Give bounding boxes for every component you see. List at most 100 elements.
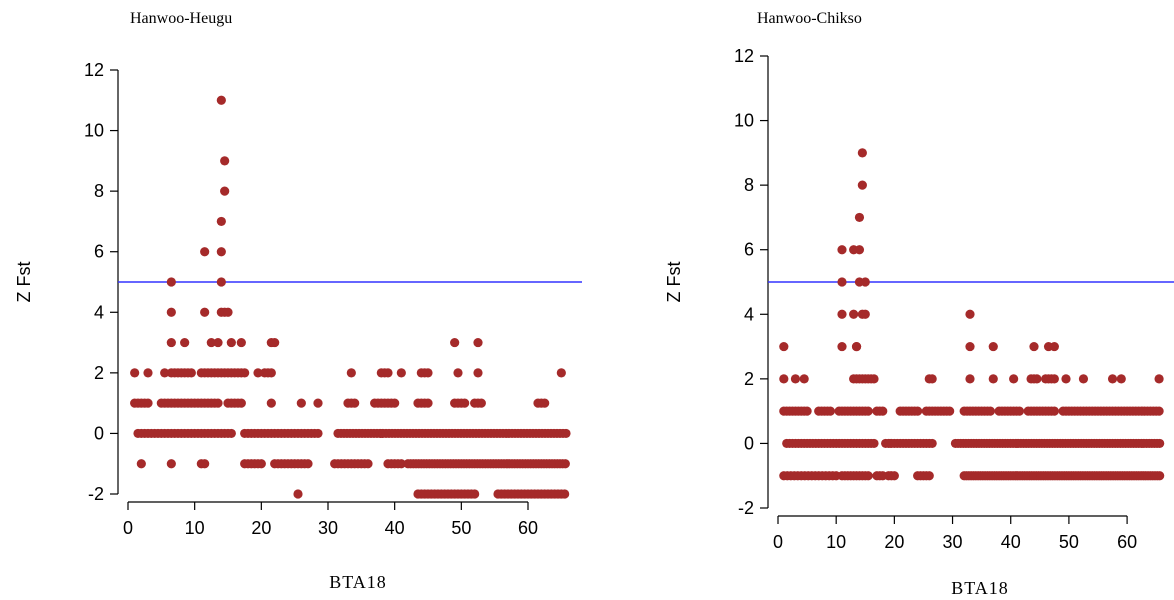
x-tick-label: 30 bbox=[318, 518, 338, 538]
data-point bbox=[473, 368, 483, 378]
y-tick-label: 8 bbox=[94, 181, 104, 201]
data-point bbox=[1014, 406, 1025, 416]
data-point bbox=[143, 398, 153, 408]
data-point bbox=[965, 374, 975, 384]
data-point bbox=[869, 374, 879, 384]
data-point bbox=[186, 368, 196, 378]
y-tick-label: 0 bbox=[94, 423, 104, 443]
chart-panel-hanwoo-heugu: Hanwoo-Heugu -2 0 2 4 6 8 10 12 0 10 20 30 40 50 60 BTA… bbox=[14, 10, 582, 592]
data-point bbox=[236, 398, 246, 408]
data-point bbox=[1155, 438, 1165, 449]
x-tick-label: 10 bbox=[826, 532, 846, 552]
data-point bbox=[206, 337, 216, 348]
data-point bbox=[913, 406, 923, 416]
data-point bbox=[423, 368, 433, 378]
data-point bbox=[863, 406, 873, 416]
data-point bbox=[200, 307, 210, 317]
y-tick-label: 8 bbox=[744, 175, 754, 195]
data-point bbox=[878, 406, 888, 416]
data-point bbox=[160, 368, 170, 378]
data-point bbox=[837, 341, 847, 352]
data-point bbox=[1049, 406, 1059, 416]
data-point bbox=[220, 156, 230, 166]
data-point bbox=[363, 459, 373, 469]
data-point bbox=[889, 471, 899, 481]
data-point bbox=[453, 368, 463, 378]
data-point bbox=[350, 398, 360, 408]
y-axis: -2 0 2 4 6 8 10 12 bbox=[84, 60, 119, 504]
x-tick-label: 10 bbox=[185, 518, 205, 538]
data-point bbox=[313, 398, 323, 408]
data-point bbox=[560, 489, 570, 499]
data-point bbox=[180, 337, 190, 348]
data-points bbox=[130, 95, 571, 499]
chart-title: Hanwoo-Chikso bbox=[757, 10, 862, 27]
data-point bbox=[216, 95, 226, 105]
data-point bbox=[965, 309, 975, 319]
x-tick-label: 20 bbox=[251, 518, 271, 538]
data-point bbox=[223, 307, 233, 317]
data-point bbox=[837, 245, 847, 255]
data-point bbox=[346, 368, 356, 378]
data-point bbox=[216, 277, 226, 287]
y-tick-label: 12 bbox=[734, 46, 754, 66]
data-point bbox=[293, 489, 303, 499]
data-point bbox=[166, 337, 176, 348]
data-point bbox=[556, 368, 566, 378]
data-point bbox=[857, 180, 867, 190]
data-point bbox=[1155, 471, 1165, 481]
data-point bbox=[869, 438, 879, 449]
x-tick-label: 50 bbox=[451, 518, 471, 538]
data-point bbox=[1029, 341, 1039, 352]
chart-title: Hanwoo-Heugu bbox=[130, 10, 233, 27]
y-tick-label: 12 bbox=[84, 60, 104, 80]
data-point bbox=[166, 307, 176, 317]
data-point bbox=[860, 277, 870, 287]
data-point bbox=[226, 337, 236, 348]
y-tick-label: 10 bbox=[84, 121, 104, 141]
data-point bbox=[1032, 374, 1042, 384]
scatter-plot-hanwoo-heugu: -2 0 2 4 6 8 10 12 0 10 20 30 40 50 60 BTA18 Z Fst bbox=[14, 60, 582, 592]
data-point bbox=[561, 428, 571, 439]
data-point bbox=[226, 428, 236, 439]
data-point bbox=[837, 277, 847, 287]
data-point bbox=[270, 337, 280, 348]
data-point bbox=[303, 459, 313, 469]
data-point bbox=[476, 398, 486, 408]
data-point bbox=[313, 428, 323, 439]
data-point bbox=[390, 398, 400, 408]
data-point bbox=[423, 398, 433, 408]
data-point bbox=[540, 398, 550, 408]
data-point bbox=[802, 406, 812, 416]
data-point bbox=[1061, 374, 1071, 384]
data-point bbox=[450, 337, 460, 348]
data-point bbox=[216, 247, 226, 257]
data-point bbox=[849, 309, 859, 319]
data-point bbox=[779, 374, 789, 384]
data-point bbox=[863, 471, 873, 481]
data-point bbox=[266, 398, 276, 408]
y-axis-title: Z Fst bbox=[664, 262, 684, 303]
data-point bbox=[470, 489, 480, 499]
data-point bbox=[213, 337, 223, 348]
x-tick-label: 50 bbox=[1059, 532, 1079, 552]
data-point bbox=[851, 341, 862, 352]
x-axis: 0 10 20 30 40 50 60 bbox=[773, 515, 1137, 552]
x-axis-title: BTA18 bbox=[329, 572, 387, 592]
data-point bbox=[1049, 341, 1059, 352]
scatter-plot-hanwoo-chikso: -2 0 2 4 6 8 10 12 0 10 20 30 40 50 60 BTA18 Z Fst bbox=[664, 46, 1174, 598]
data-point bbox=[200, 459, 210, 469]
data-point bbox=[130, 368, 140, 378]
data-point bbox=[216, 216, 226, 227]
x-tick-label: 40 bbox=[1001, 532, 1021, 552]
data-point bbox=[560, 459, 570, 469]
chart-panel-hanwoo-chikso: Hanwoo-Chikso -2 0 2 4 6 8 10 12 0 10 20 30 40 50 60 BT… bbox=[650, 0, 1174, 600]
data-point bbox=[945, 406, 955, 416]
x-tick-label: 20 bbox=[884, 532, 904, 552]
data-point bbox=[854, 245, 865, 255]
y-tick-label: 4 bbox=[94, 302, 104, 322]
data-point bbox=[136, 459, 146, 469]
y-axis-title: Z Fst bbox=[14, 262, 34, 303]
y-tick-label: 6 bbox=[744, 240, 754, 260]
data-point bbox=[927, 374, 937, 384]
